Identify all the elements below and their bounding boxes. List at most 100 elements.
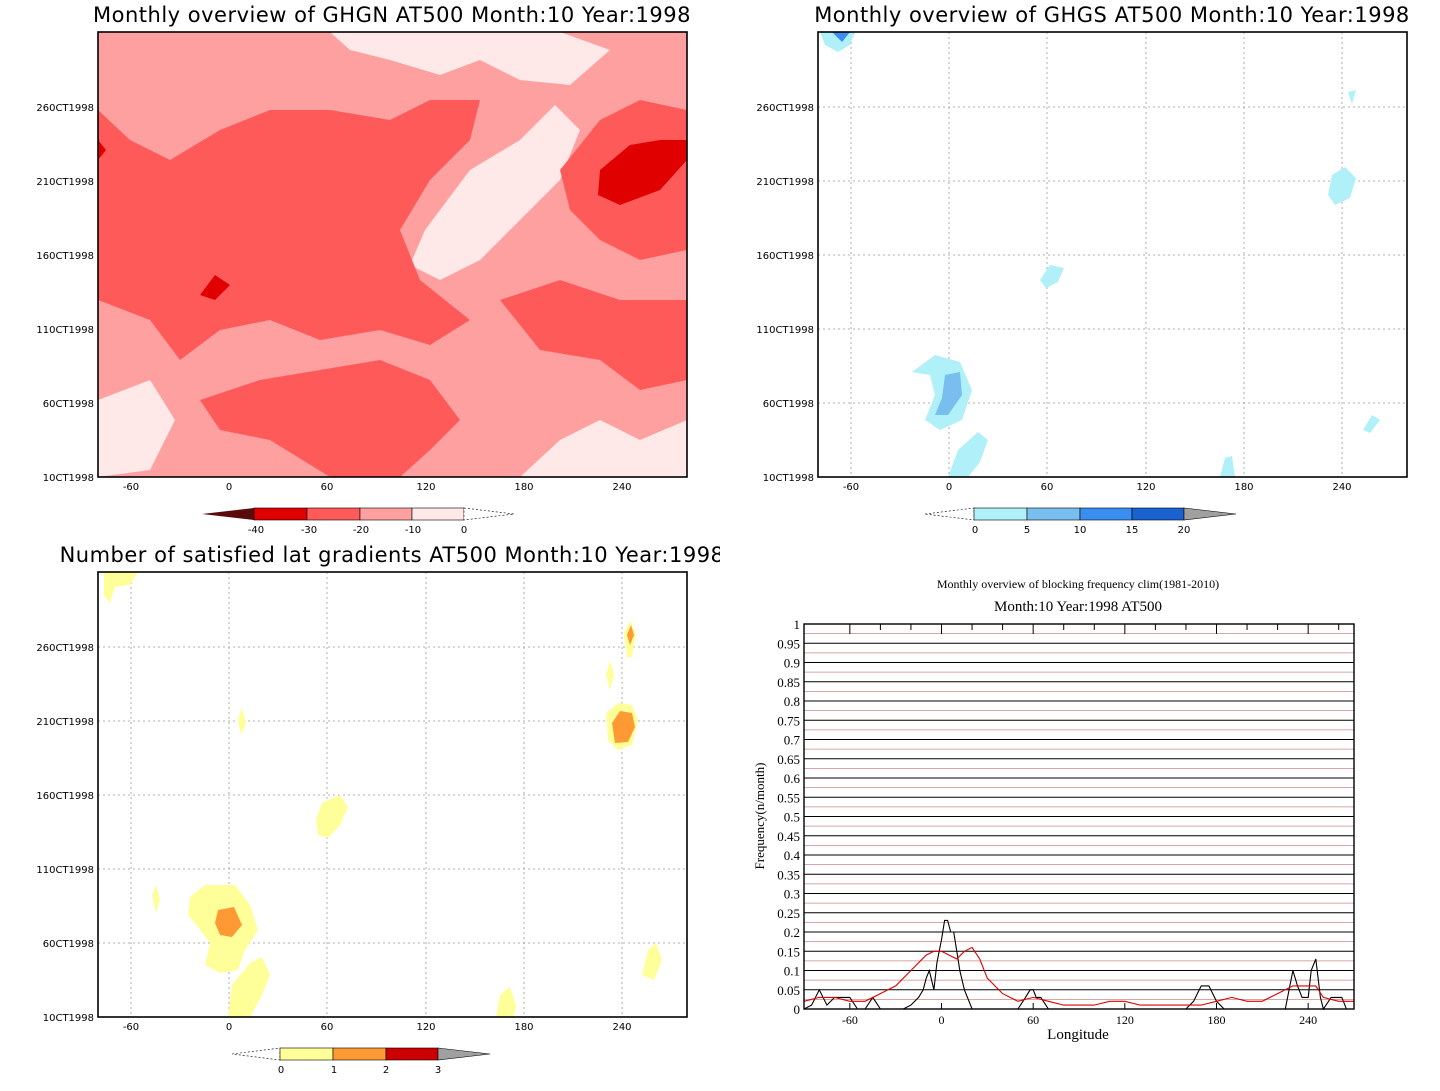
ghgs-title: Monthly overview of GHGS AT500 Month:10 … bbox=[814, 3, 1410, 27]
chart-y-tick: 0.9 bbox=[784, 656, 800, 671]
lat-colorbar-label: 1 bbox=[331, 1065, 337, 1076]
lat-y-tick: 60CT1998 bbox=[43, 939, 94, 950]
lat-blob bbox=[238, 707, 246, 735]
ghgs-y-tick: 60CT1998 bbox=[763, 399, 814, 410]
chart-y-tick: 0.8 bbox=[784, 694, 800, 709]
chart-y-tick: 0.65 bbox=[777, 752, 800, 767]
lat-colorbar-cell bbox=[385, 1047, 439, 1061]
ghgs-blob bbox=[832, 32, 850, 42]
ghgn-y-ticks: 10CT1998 60CT1998 110CT1998 160CT1998 21… bbox=[36, 103, 94, 484]
lat-x-tick: 0 bbox=[226, 1022, 232, 1033]
ghgs-colorbar-arrow bbox=[1183, 507, 1237, 521]
lat-y-tick: 10CT1998 bbox=[43, 1013, 94, 1024]
lat-y-tick: 210CT1998 bbox=[36, 717, 94, 728]
ghgn-colorbar-cell bbox=[253, 507, 308, 521]
ghgn-red-region bbox=[500, 280, 687, 390]
ghgn-x-tick: 60 bbox=[321, 482, 334, 493]
lat-x-tick: 120 bbox=[416, 1022, 435, 1033]
ghgn-map bbox=[97, 31, 688, 478]
ghgs-y-tick: 260CT1998 bbox=[756, 103, 814, 114]
ghgs-x-tick: 0 bbox=[946, 482, 952, 493]
ghgs-blob bbox=[935, 372, 962, 415]
ghgn-colorbar-label: -20 bbox=[353, 525, 369, 536]
lat-colorbar-cell bbox=[279, 1047, 334, 1061]
ghgn-y-tick: 260CT1998 bbox=[36, 103, 94, 114]
ghgs-bg bbox=[818, 32, 1407, 477]
lat-blob bbox=[104, 572, 138, 603]
ghgs-x-tick: 240 bbox=[1332, 482, 1351, 493]
ghgs-blob bbox=[1328, 167, 1356, 205]
ghgn-x-tick: 180 bbox=[514, 482, 533, 493]
chart-xlabel: Longitude bbox=[1047, 1027, 1109, 1043]
ghgn-red-region bbox=[200, 360, 460, 477]
ghgs-colorbar-label: 20 bbox=[1178, 525, 1191, 536]
ghgn-colorbar-label: -30 bbox=[301, 525, 317, 536]
chart-y-tick: 0.1 bbox=[784, 964, 800, 979]
lat-frame bbox=[97, 571, 688, 1018]
ghgs-blob bbox=[1220, 456, 1235, 477]
chart-series-line-0 bbox=[803, 919, 1354, 1011]
lat-colorbar-label: 2 bbox=[383, 1065, 389, 1076]
lat-blob bbox=[612, 711, 635, 743]
ghgs-x-tick: 120 bbox=[1136, 482, 1155, 493]
chart-x-ticks: -60 0 60 120 180 240 bbox=[842, 1003, 1317, 1027]
chart-y-tick: 0.25 bbox=[777, 906, 800, 921]
ghgs-y-ticks: 10CT1998 60CT1998 110CT1998 160CT1998 21… bbox=[756, 103, 814, 484]
ghgn-x-tick: -60 bbox=[123, 482, 139, 493]
ghgs-blob bbox=[1348, 90, 1356, 104]
ghgs-colorbar-label: 10 bbox=[1074, 525, 1087, 536]
chart-series bbox=[803, 919, 1354, 1011]
ghgs-x-tick: 180 bbox=[1234, 482, 1253, 493]
chart-y-tick: 0.05 bbox=[777, 983, 800, 998]
ghgs-colorbar-cell bbox=[1131, 507, 1185, 521]
ghgs-panel: Monthly overview of GHGS AT500 Month:10 … bbox=[756, 3, 1410, 536]
ghgn-y-tick: 60CT1998 bbox=[43, 399, 94, 410]
ghgn-colorbar-arrow bbox=[463, 507, 515, 521]
ghgs-colorbar-cell bbox=[1026, 507, 1081, 521]
chart-x-tick: 180 bbox=[1208, 1013, 1226, 1027]
chart-x-tick: 0 bbox=[939, 1013, 945, 1027]
ghgs-colorbar-arrow bbox=[924, 507, 975, 521]
lat-y-tick: 160CT1998 bbox=[36, 791, 94, 802]
ghgn-colorbar-label: -40 bbox=[248, 525, 264, 536]
ghgn-y-tick: 10CT1998 bbox=[43, 473, 94, 484]
lat-blob bbox=[316, 795, 348, 838]
chart-y-tick: 0.4 bbox=[784, 848, 801, 863]
ghgn-darkred-region bbox=[598, 140, 687, 205]
lat-y-tick: 110CT1998 bbox=[36, 865, 94, 876]
lat-blob bbox=[228, 957, 270, 1017]
ghgs-colorbar-label: 5 bbox=[1024, 525, 1030, 536]
ghgn-white-region bbox=[410, 105, 580, 280]
lat-colorbar-cell bbox=[332, 1047, 387, 1061]
chart-x-tick: 240 bbox=[1299, 1013, 1317, 1027]
ghgn-panel: Monthly overview of GHGN AT500 Month:10 … bbox=[36, 3, 690, 536]
ghgn-x-ticks: -60 0 60 120 180 240 bbox=[123, 482, 632, 493]
ghgs-x-tick: -60 bbox=[843, 482, 859, 493]
ghgn-y-tick: 160CT1998 bbox=[36, 251, 94, 262]
ghgn-y-tick: 210CT1998 bbox=[36, 177, 94, 188]
ghgs-grid bbox=[818, 32, 1407, 477]
lat-colorbar-arrow bbox=[437, 1047, 491, 1061]
ghgn-colorbar-cell bbox=[359, 507, 413, 521]
lat-colorbar-arrow bbox=[231, 1047, 281, 1061]
lat-panel: Number of satisfied lat gradients AT500 … bbox=[36, 545, 720, 1076]
lat-x-tick: -60 bbox=[123, 1022, 139, 1033]
chart-x-tick: 120 bbox=[1116, 1013, 1134, 1027]
ghgs-blob bbox=[948, 432, 988, 477]
lat-blob bbox=[215, 907, 242, 937]
ghgn-darkred-region bbox=[200, 275, 230, 300]
lat-blob bbox=[496, 987, 516, 1017]
chart-y-tick: 1 bbox=[794, 617, 801, 632]
chart-y-ticks: 0 0.05 0.1 0.15 0.2 0.25 0.3 0.35 0.4 0.45 0.5 0.55… bbox=[777, 617, 800, 1017]
chart-y-tick: 0.2 bbox=[784, 925, 800, 940]
lat-blob bbox=[627, 625, 634, 645]
lat-y-tick: 260CT1998 bbox=[36, 643, 94, 654]
lat-x-ticks: -60 0 60 120 180 240 bbox=[123, 1022, 632, 1033]
lat-blob bbox=[642, 943, 662, 980]
ghgn-colorbar-arrow bbox=[202, 508, 254, 520]
chart-y-tick: 0.45 bbox=[777, 829, 800, 844]
ghgn-darkred-region bbox=[98, 140, 106, 160]
ghgs-blob bbox=[820, 32, 855, 52]
ghgn-frame bbox=[97, 31, 688, 478]
lat-blob bbox=[606, 660, 614, 690]
